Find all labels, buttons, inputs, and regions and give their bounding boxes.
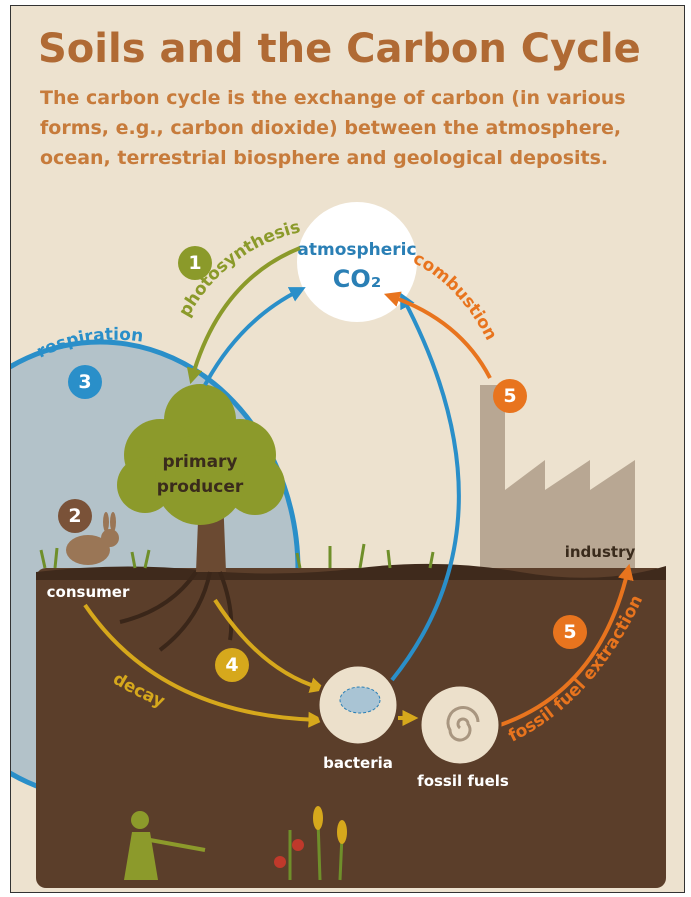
industry-label: industry xyxy=(565,543,636,561)
infographic: Soils and the Carbon Cycle The carbon cy… xyxy=(0,0,691,897)
fossil-circle xyxy=(420,685,500,765)
fossil-label: fossil fuels xyxy=(417,772,509,790)
atmosphere-label: atmospheric xyxy=(297,240,416,260)
subtitle: ocean, terrestrial biosphere and geologi… xyxy=(40,147,608,169)
bacteria-icon xyxy=(340,687,380,713)
subtitle: forms, e.g., carbon dioxide) between the… xyxy=(40,117,621,139)
producer-label: producer xyxy=(157,477,244,497)
step-number: 1 xyxy=(188,252,201,274)
step-number: 2 xyxy=(68,505,81,527)
step-number: 5 xyxy=(563,621,576,643)
step-number: 4 xyxy=(225,654,238,676)
step-number: 3 xyxy=(78,371,91,393)
consumer-label: consumer xyxy=(47,583,130,601)
subtitle: The carbon cycle is the exchange of carb… xyxy=(40,87,626,109)
step-number: 5 xyxy=(503,385,516,407)
bacteria-label: bacteria xyxy=(323,754,393,772)
title: Soils and the Carbon Cycle xyxy=(38,26,641,72)
producer-label: primary xyxy=(162,452,237,472)
atmosphere-circle xyxy=(297,202,417,322)
atmosphere-formula: CO₂ xyxy=(333,265,382,293)
